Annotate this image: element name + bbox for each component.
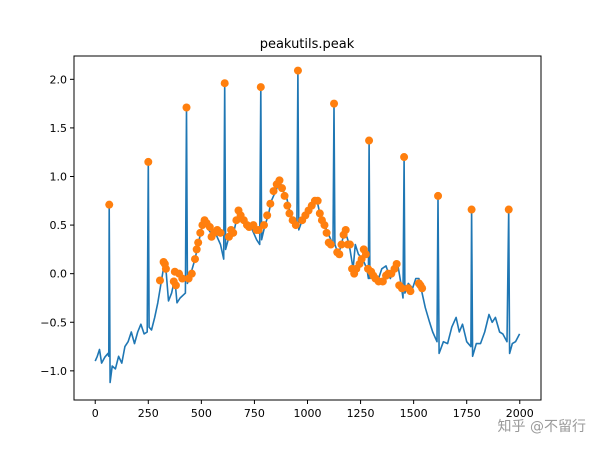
peak-marker (418, 284, 427, 293)
x-tick-label: 750 (244, 407, 265, 420)
peak-marker (283, 201, 292, 210)
peak-marker (220, 79, 229, 88)
peak-marker (406, 287, 415, 296)
peak-marker (155, 276, 164, 285)
peak-marker (178, 274, 187, 283)
peak-marker (216, 228, 225, 237)
x-tick-label: 1750 (453, 407, 481, 420)
y-tick-label: 0.5 (50, 219, 68, 232)
y-tick-label: 1.0 (50, 170, 68, 183)
peak-marker (256, 83, 265, 92)
x-tick-label: 0 (92, 407, 99, 420)
chart-title: peakutils.peak (260, 37, 355, 52)
peak-marker (397, 284, 406, 293)
peak-marker (187, 269, 196, 278)
peak-marker (434, 191, 443, 200)
peak-marker (315, 209, 324, 218)
plot-area (94, 66, 521, 384)
y-tick-label: 0.0 (50, 268, 68, 281)
x-tick-label: 250 (138, 407, 159, 420)
y-axis: −1.0 −0.5 0.0 0.5 1.0 1.5 2.0 (40, 73, 74, 378)
peak-marker (365, 136, 374, 145)
peak-marker (263, 211, 272, 220)
peak-marker (293, 66, 302, 75)
y-tick-label: −1.0 (40, 365, 67, 378)
peak-marker (392, 259, 401, 268)
peak-marker (467, 205, 476, 214)
peak-marker (337, 240, 346, 249)
peak-marker (190, 255, 199, 264)
peak-marker (280, 191, 289, 200)
peak-marker (205, 223, 214, 232)
peak-marker (313, 196, 322, 205)
peak-marker (378, 277, 387, 286)
x-tick-label: 1000 (294, 407, 322, 420)
peak-marker (341, 225, 350, 234)
watermark: 知乎 @不留行 (497, 419, 586, 435)
y-tick-label: −0.5 (40, 316, 67, 329)
signal-line (94, 69, 521, 384)
peak-marker (171, 281, 180, 290)
peak-marker (105, 200, 114, 209)
peak-marker (361, 250, 370, 259)
peak-marker (335, 250, 344, 259)
y-tick-label: 2.0 (50, 73, 68, 86)
peak-marker (504, 205, 513, 214)
x-tick-label: 1500 (400, 407, 428, 420)
peak-marker (275, 176, 284, 185)
x-axis: 0 250 500 750 1000 1250 1500 1750 2000 (92, 400, 534, 420)
peak-marker (322, 228, 331, 237)
peak-marker (345, 240, 354, 249)
peak-marker (182, 103, 191, 112)
peak-marker (326, 240, 335, 249)
peak-marker (291, 221, 300, 230)
x-tick-label: 1250 (347, 407, 375, 420)
y-tick-label: 1.5 (50, 122, 68, 135)
peak-marker (320, 221, 329, 230)
peak-marker (269, 187, 278, 196)
peak-marker (285, 209, 294, 218)
peak-marker (144, 157, 153, 166)
peak-marker (330, 99, 339, 108)
x-tick-label: 2000 (506, 407, 534, 420)
peak-marker (400, 153, 409, 162)
peak-marker (229, 228, 238, 237)
peak-marker (278, 184, 287, 193)
peak-marker (254, 225, 263, 234)
peak-marker (161, 264, 170, 273)
x-tick-label: 500 (191, 407, 212, 420)
peak-marker (194, 238, 203, 247)
peak-marker (259, 221, 268, 230)
peak-marker (266, 199, 275, 208)
peak-marker (196, 228, 205, 237)
peak-marker (192, 245, 201, 254)
